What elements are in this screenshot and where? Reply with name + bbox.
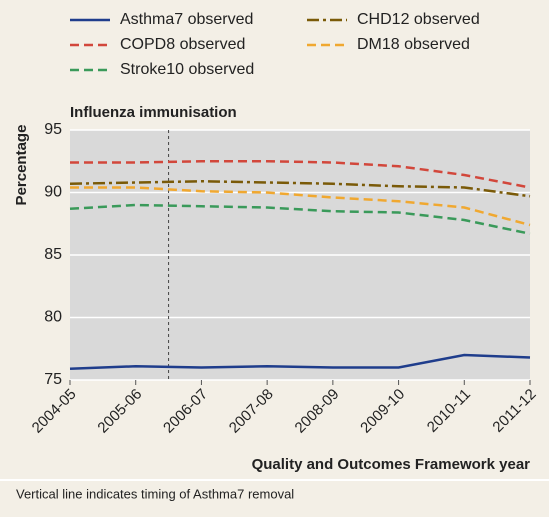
legend-label: Stroke10 observed bbox=[120, 61, 254, 78]
y-tick-label: 80 bbox=[44, 309, 62, 326]
x-tick-label: 2010-11 bbox=[424, 386, 474, 436]
series-line bbox=[69, 203, 531, 235]
y-tick-label: 90 bbox=[44, 184, 62, 201]
x-tick-label: 2009-10 bbox=[357, 386, 408, 437]
note: Vertical line indicates timing of Asthma… bbox=[16, 486, 294, 501]
x-tick-label: 2005-06 bbox=[94, 386, 145, 437]
x-axis-label: Quality and Outcomes Framework year bbox=[252, 456, 531, 473]
series-line bbox=[70, 186, 531, 227]
y-axis-label: Percentage bbox=[13, 125, 30, 206]
x-tick-label: 2008-09 bbox=[292, 386, 343, 437]
legend-label: Asthma7 observed bbox=[120, 11, 253, 28]
legend-label: DM18 observed bbox=[357, 36, 470, 53]
legend-label: COPD8 observed bbox=[120, 36, 245, 53]
series-line bbox=[69, 353, 531, 370]
legend-label: CHD12 observed bbox=[357, 11, 480, 28]
x-tick-label: 2011-12 bbox=[489, 386, 539, 436]
x-tick-label: 2004-05 bbox=[29, 386, 80, 437]
series-line bbox=[69, 179, 531, 198]
chart-title: Influenza immunisation bbox=[70, 104, 237, 121]
x-tick-label: 2007-08 bbox=[226, 386, 277, 437]
x-tick-label: 2006-07 bbox=[160, 386, 211, 437]
y-tick-label: 75 bbox=[44, 371, 62, 388]
y-tick-label: 85 bbox=[44, 246, 62, 263]
y-tick-label: 95 bbox=[44, 121, 62, 138]
series-line bbox=[70, 160, 531, 189]
